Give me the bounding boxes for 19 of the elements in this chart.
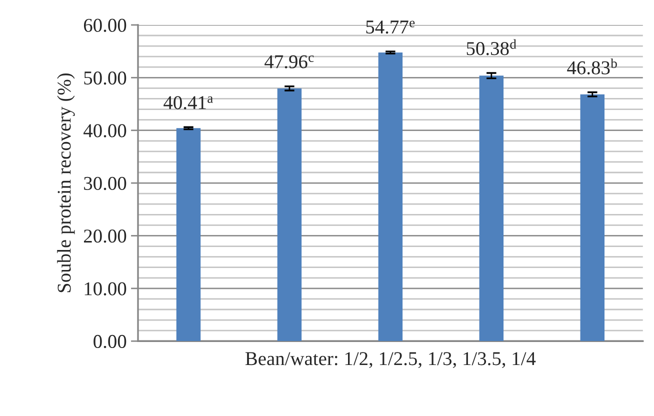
bar — [580, 94, 605, 342]
y-axis-title: Souble protein recovery (%) — [57, 73, 75, 292]
y-tick-label: 20.00 — [84, 230, 126, 243]
bar — [176, 128, 201, 342]
y-tick-label: 40.00 — [84, 124, 126, 138]
data-label: 40.41$^{a}$ — [164, 96, 213, 110]
y-tick-label: 50.00 — [84, 71, 126, 85]
data-label: 54.77$^{e}$ — [366, 20, 415, 34]
bar — [378, 52, 403, 342]
x-axis-title: Bean/water: 1/2, 1/2.5, 1/3, 1/3.5, 1/4 — [245, 352, 536, 368]
bar — [277, 88, 302, 342]
data-label: 47.96$^{c}$ — [264, 55, 314, 68]
bar — [479, 76, 504, 342]
y-tick-label: 0.00 — [94, 334, 126, 348]
data-label: 46.83$^{b}$ — [567, 58, 617, 74]
data-label: 50.38$^{d}$ — [466, 39, 516, 56]
y-tick-label: 60.00 — [84, 18, 126, 32]
y-tick-label: 10.00 — [84, 282, 126, 296]
y-tick-label: 30.00 — [84, 176, 126, 190]
